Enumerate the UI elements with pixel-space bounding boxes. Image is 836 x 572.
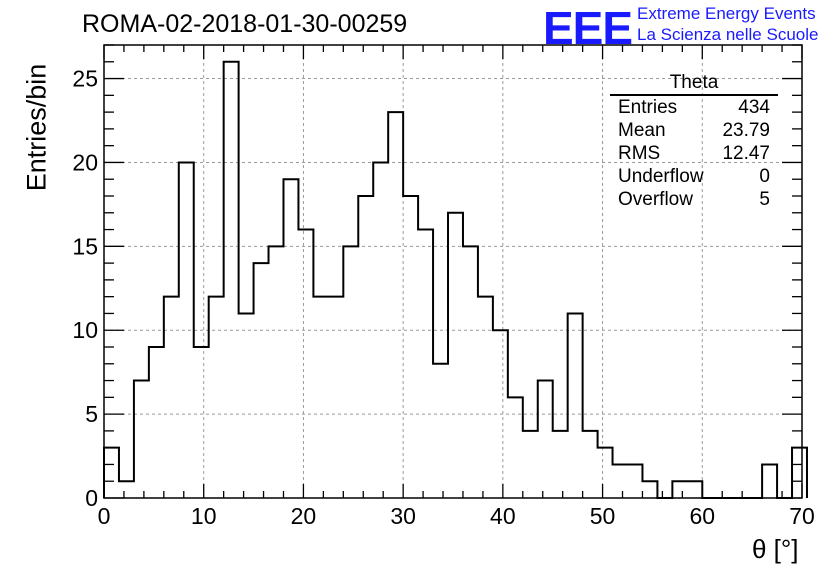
histogram-bin	[568, 313, 583, 498]
stats-label: RMS	[618, 143, 661, 164]
histogram-bin	[448, 213, 463, 498]
stats-row-overflow: Overflow 5	[610, 188, 778, 211]
histogram-bin	[194, 347, 209, 498]
histogram-bin	[478, 297, 493, 498]
histogram-outline	[103, 60, 808, 499]
histogram-bin	[343, 246, 358, 498]
histogram-bin	[508, 397, 523, 498]
histogram-bin	[463, 246, 478, 498]
x-tick-label: 10	[191, 503, 217, 529]
histogram-bin	[179, 162, 194, 498]
histogram-bin	[433, 364, 448, 498]
histogram-bin	[687, 481, 702, 498]
x-tick-label: 30	[390, 503, 416, 529]
stats-label: Mean	[618, 120, 666, 141]
histogram-bin	[613, 464, 628, 498]
y-tick-label: 15	[72, 233, 98, 259]
x-axis-label: θ [°]	[752, 534, 799, 564]
stats-label: Overflow	[618, 189, 693, 210]
histogram-bin	[164, 297, 179, 498]
histogram-bin	[418, 230, 433, 498]
x-tick-label: 70	[789, 503, 815, 529]
run-title: ROMA-02-2018-01-30-00259	[82, 10, 408, 38]
histogram-bin	[538, 381, 553, 498]
logo-line-1: Extreme Energy Events	[637, 4, 816, 23]
plot-frame	[103, 44, 803, 499]
stats-label: Entries	[618, 97, 678, 118]
y-tick-label: 20	[72, 149, 98, 175]
histogram-bin	[628, 464, 643, 498]
histogram-bin	[553, 431, 568, 498]
histogram-bin	[792, 448, 807, 498]
stats-row-underflow: Underflow 0	[610, 165, 778, 188]
stats-title: Theta	[610, 72, 778, 96]
axis-ticks	[103, 44, 803, 499]
stats-box: Theta Entries 434 Mean 23.79 RMS 12.47 Unde…	[610, 72, 778, 211]
stats-row-mean: Mean 23.79	[610, 119, 778, 142]
y-tick-label: 0	[85, 485, 98, 511]
histogram-bars	[103, 60, 808, 499]
stats-value: 0	[759, 166, 770, 187]
histogram-bin	[283, 179, 298, 498]
histogram-bin	[672, 481, 687, 498]
histogram-bin	[254, 263, 269, 498]
histogram-bin	[642, 481, 657, 498]
histogram-bin	[224, 62, 239, 498]
x-tick-label: 40	[490, 503, 516, 529]
stats-value: 12.47	[722, 143, 770, 164]
histogram-bin	[313, 297, 328, 498]
histogram-bin	[134, 381, 149, 498]
x-tick-label: 0	[98, 503, 111, 529]
histogram-bin	[209, 297, 224, 498]
histogram-bin	[388, 112, 403, 498]
histogram-bin	[598, 448, 613, 498]
histogram-bin	[762, 464, 777, 498]
histogram-bin	[239, 313, 254, 498]
y-tick-label: 5	[85, 401, 98, 427]
x-tick-label: 50	[590, 503, 616, 529]
histogram-bin	[298, 230, 313, 498]
stats-value: 23.79	[722, 120, 770, 141]
stats-row-rms: RMS 12.47	[610, 142, 778, 165]
histogram-bin	[104, 448, 119, 498]
grid-lines	[104, 45, 802, 498]
y-tick-label: 10	[72, 317, 98, 343]
histogram-bin	[149, 347, 164, 498]
x-tick-label: 20	[291, 503, 317, 529]
histogram-bin	[119, 481, 134, 498]
logo-line-2: La Scienza nelle Scuole	[637, 25, 819, 44]
stats-row-entries: Entries 434	[610, 96, 778, 119]
eee-logo: EEE	[543, 2, 633, 54]
stats-value: 5	[759, 189, 770, 210]
x-tick-label: 60	[689, 503, 715, 529]
histogram-bin	[269, 246, 284, 498]
y-axis-label: Entries/bin	[21, 63, 52, 192]
histogram-bin	[583, 431, 598, 498]
stats-label: Underflow	[618, 166, 704, 187]
y-tick-label: 25	[72, 66, 98, 92]
stats-value: 434	[738, 97, 770, 118]
histogram-bin	[358, 196, 373, 498]
histogram-bin	[328, 297, 343, 498]
histogram-bin	[523, 431, 538, 498]
histogram-bin	[403, 196, 418, 498]
